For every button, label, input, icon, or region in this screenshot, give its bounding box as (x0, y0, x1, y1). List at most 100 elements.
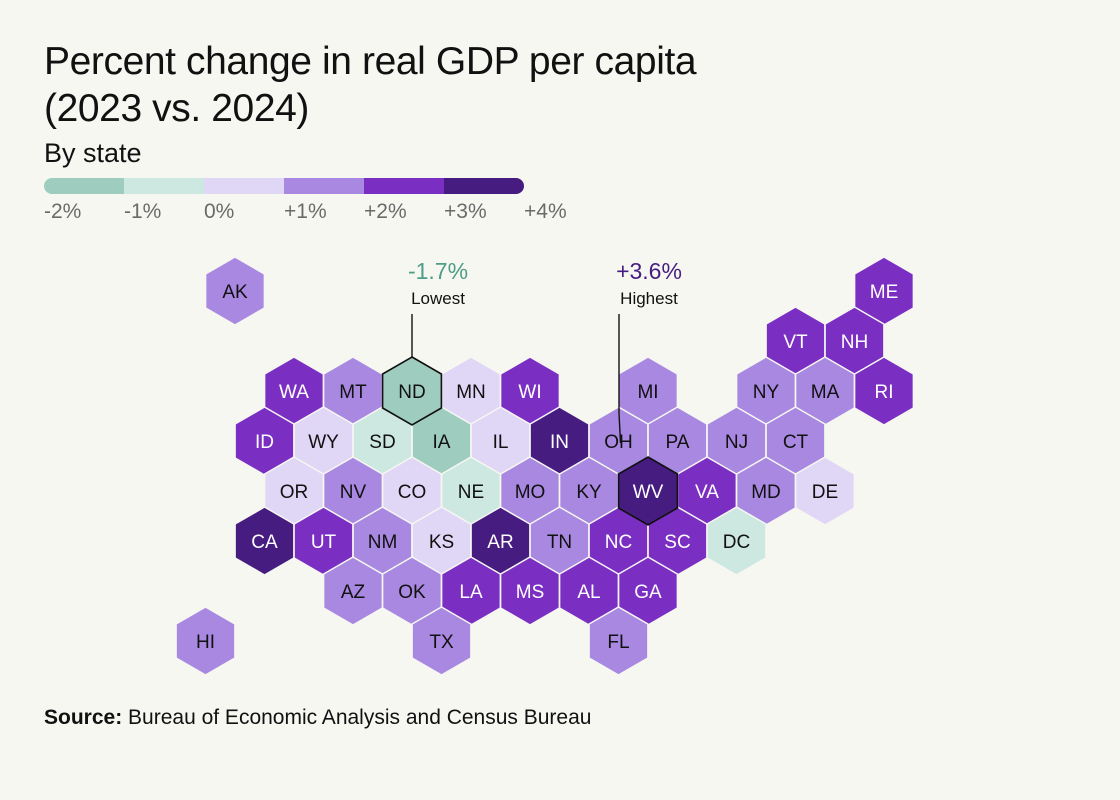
state-hex (853, 356, 915, 426)
state-tile-wi: WI (499, 356, 561, 426)
state-label: IA (433, 432, 451, 453)
state-hex (381, 356, 443, 426)
legend-tick-label: 0% (204, 200, 235, 223)
state-hex (588, 606, 649, 676)
state-label: GA (634, 582, 662, 603)
state-label: AK (222, 282, 248, 303)
state-label: MT (339, 382, 367, 403)
state-tile-ri: RI (853, 356, 915, 426)
state-label: TN (547, 532, 572, 553)
state-label: TX (429, 632, 454, 653)
annotation-highest: +3.6% Highest (616, 258, 682, 444)
state-label: NJ (725, 432, 748, 453)
state-tile-de: DE (794, 456, 856, 526)
legend-swatch (44, 178, 124, 194)
legend-swatch (284, 178, 364, 194)
state-tile-ne: NE (440, 456, 502, 526)
state-label: ME (870, 282, 899, 303)
chart-title: Percent change in real GDP per capita (2… (44, 38, 697, 132)
legend-tick-labels: -2% -1% 0% +1% +2% +3% +4% (44, 200, 604, 228)
legend-swatch (124, 178, 204, 194)
state-label: RI (875, 382, 894, 403)
state-tile-mt: MT (322, 356, 384, 426)
state-label: OK (398, 582, 426, 603)
state-label: DE (812, 482, 838, 503)
annotation-value: +3.6% (616, 258, 682, 284)
legend-tick-label: +1% (284, 200, 327, 223)
state-label: MA (811, 382, 840, 403)
state-label: NE (458, 482, 484, 503)
source-text: Bureau of Economic Analysis and Census B… (128, 706, 592, 729)
state-hex (617, 456, 679, 526)
annotation-lowest: -1.7% Lowest (408, 258, 468, 357)
legend-tick-label: +3% (444, 200, 487, 223)
state-hex (204, 256, 266, 326)
state-tile-az: AZ (322, 556, 384, 626)
state-hex (411, 606, 472, 676)
legend-tick-label: +2% (364, 200, 407, 223)
state-label: MD (751, 482, 781, 503)
state-label: CT (783, 432, 809, 453)
state-label: VT (783, 332, 808, 353)
chart-subtitle: By state (44, 138, 142, 168)
state-tile-ms: MS (499, 556, 561, 626)
legend-swatch (204, 178, 284, 194)
state-tile-tx: TX (411, 606, 472, 676)
state-tile-dc: DC (706, 506, 767, 576)
state-tile-wv: WV (617, 456, 679, 526)
state-label: WI (518, 382, 541, 403)
state-label: IL (493, 432, 509, 453)
state-label: OH (604, 432, 633, 453)
state-label: SD (369, 432, 395, 453)
state-label: NV (340, 482, 367, 503)
source-label: Source: (44, 706, 123, 729)
state-tile-nh: NH (824, 306, 885, 376)
state-label: UT (311, 532, 337, 553)
state-label: ND (398, 382, 425, 403)
state-label: HI (196, 632, 215, 653)
state-hex (794, 456, 856, 526)
state-tile-nd: ND (381, 356, 443, 426)
annotation-label: Lowest (411, 289, 465, 308)
state-label: ID (255, 432, 274, 453)
state-label: KS (429, 532, 454, 553)
state-label: WV (633, 482, 664, 503)
state-label: SC (664, 532, 690, 553)
state-tile-ct: CT (765, 406, 826, 476)
state-label: NH (841, 332, 868, 353)
annotation-leader-line (618, 314, 622, 444)
state-label: MN (456, 382, 486, 403)
chart-title-line-2: (2023 vs. 2024) (44, 87, 310, 130)
state-label: MO (515, 482, 546, 503)
state-tile-nj: NJ (706, 406, 767, 476)
state-label: AR (487, 532, 513, 553)
legend-swatch (444, 178, 524, 194)
state-label: MI (637, 382, 658, 403)
state-tile-ak: AK (204, 256, 266, 326)
legend-color-bar (44, 178, 524, 194)
state-label: IN (550, 432, 569, 453)
legend-tick-label: -1% (124, 200, 162, 223)
state-tile-hi: HI (175, 606, 236, 676)
state-tile-me: ME (853, 256, 915, 326)
chart-title-line-1: Percent change in real GDP per capita (44, 40, 697, 83)
state-tile-ok: OK (381, 556, 443, 626)
state-label: PA (666, 432, 690, 453)
state-label: FL (607, 632, 629, 653)
state-tile-ar: AR (470, 506, 531, 576)
legend-tick-label: -2% (44, 200, 82, 223)
annotation-label: Highest (620, 289, 678, 308)
state-label: NM (368, 532, 398, 553)
state-label: KY (576, 482, 602, 503)
hex-tile-map: AK ME VT NH WA MT MN WI MI NY MA RI ID WY SD IA IL IN OH PA… (175, 256, 915, 676)
state-label: WY (308, 432, 339, 453)
legend-tick-label: +4% (524, 200, 567, 223)
state-tile-nv: NV (322, 456, 384, 526)
state-label: NY (753, 382, 780, 403)
state-tile-fl: FL (588, 606, 649, 676)
state-label: OR (280, 482, 309, 503)
state-label: WA (279, 382, 309, 403)
state-label: LA (459, 582, 483, 603)
state-label: DC (723, 532, 750, 553)
